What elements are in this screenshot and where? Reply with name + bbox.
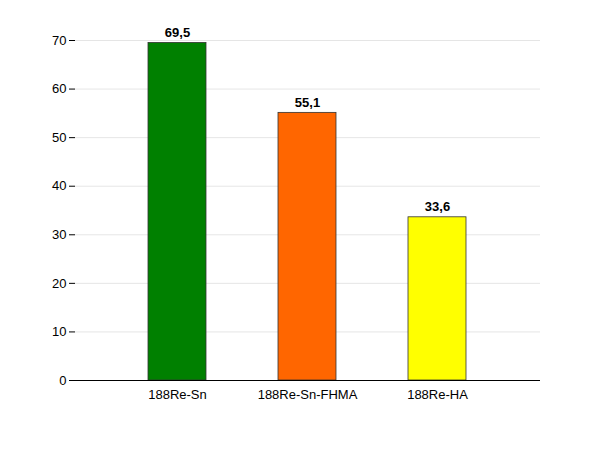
svg-text:0: 0: [59, 373, 66, 388]
svg-text:50: 50: [52, 130, 66, 145]
svg-text:33,6: 33,6: [425, 199, 450, 214]
svg-text:69,5: 69,5: [165, 25, 190, 40]
svg-text:188Re-HA: 188Re-HA: [407, 387, 468, 402]
svg-text:55,1: 55,1: [295, 95, 320, 110]
svg-text:60: 60: [52, 81, 66, 96]
svg-text:188Re-Sn: 188Re-Sn: [148, 387, 207, 402]
svg-text:70: 70: [52, 33, 66, 48]
svg-text:40: 40: [52, 178, 66, 193]
svg-text:10: 10: [52, 324, 66, 339]
svg-text:30: 30: [52, 227, 66, 242]
svg-text:20: 20: [52, 276, 66, 291]
svg-text:188Re-Sn-FHMA: 188Re-Sn-FHMA: [258, 387, 358, 402]
